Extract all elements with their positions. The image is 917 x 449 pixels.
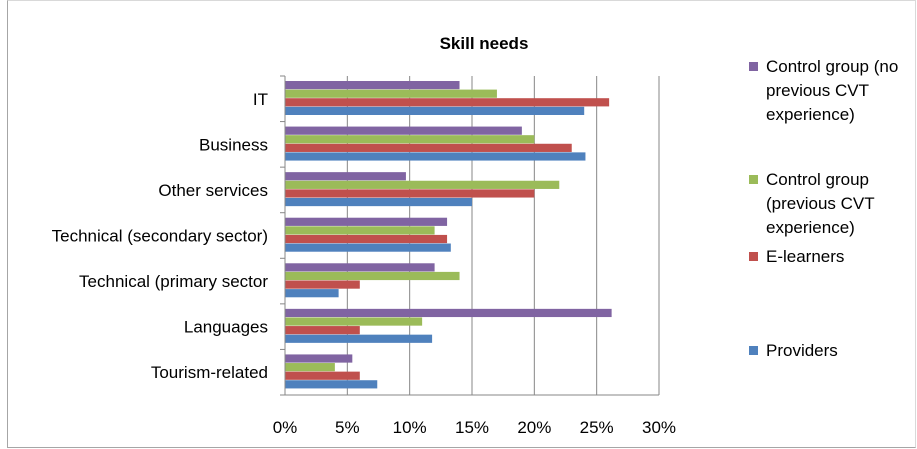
x-tick-labels: 0% 5% 10% 15% 20% 25% 30% [273,418,676,437]
category-label: Tourism-related [151,363,268,382]
bar [285,334,433,343]
category-label: IT [253,90,268,109]
bar [285,308,612,318]
legend-label: previous CVT [766,81,869,100]
legend-label: Providers [766,341,838,360]
category-label: Languages [184,318,268,337]
category-label: Technical (primary sector [79,272,268,291]
x-tick-label: 25% [580,418,614,437]
x-tick-label: 0% [273,418,298,437]
bar [285,81,460,90]
bar [285,243,451,252]
bar [285,180,560,189]
bar [285,371,360,380]
bar [285,280,360,289]
category-label: Other services [158,181,268,200]
legend-swatch [749,346,758,355]
bar [285,380,378,389]
bar [285,172,406,181]
category-label: Technical (secondary sector) [52,227,268,246]
legend-label: experience) [766,218,855,237]
legend-label: Control group (no [766,57,898,76]
legend-label: Control group [766,170,869,189]
bar [285,289,339,298]
legend: Control group (no previous CVT experience)… [749,57,898,360]
bar [285,135,535,144]
legend-swatch [749,252,758,261]
category-label: Business [199,135,268,154]
bar [285,152,586,161]
bar [285,126,522,135]
legend-swatch [749,62,758,71]
bar [285,271,460,281]
chart-title: Skill needs [440,34,529,53]
bar [285,317,423,326]
bar [285,106,585,115]
bar [285,263,435,272]
bar [285,354,353,363]
x-tick-label: 10% [393,418,427,437]
bar [285,326,360,335]
chart-frame [7,0,916,448]
bar [285,89,497,98]
x-tick-label: 20% [517,418,551,437]
category-labels: IT Business Other services Technical (secon… [52,90,269,382]
bar [285,226,435,235]
bar [285,363,335,372]
bar [285,189,535,198]
x-tick-label: 15% [455,418,489,437]
bar [285,143,572,152]
x-tick-label: 5% [335,418,360,437]
x-tick-label: 30% [642,418,676,437]
legend-label: experience) [766,105,855,124]
axes [280,75,659,396]
legend-label: E-learners [766,247,844,266]
bars [285,81,612,389]
legend-swatch [749,175,758,184]
bar [285,197,472,207]
legend-label: (previous CVT [766,194,875,213]
bar [285,98,610,107]
bar [285,217,448,226]
bar [285,234,448,244]
